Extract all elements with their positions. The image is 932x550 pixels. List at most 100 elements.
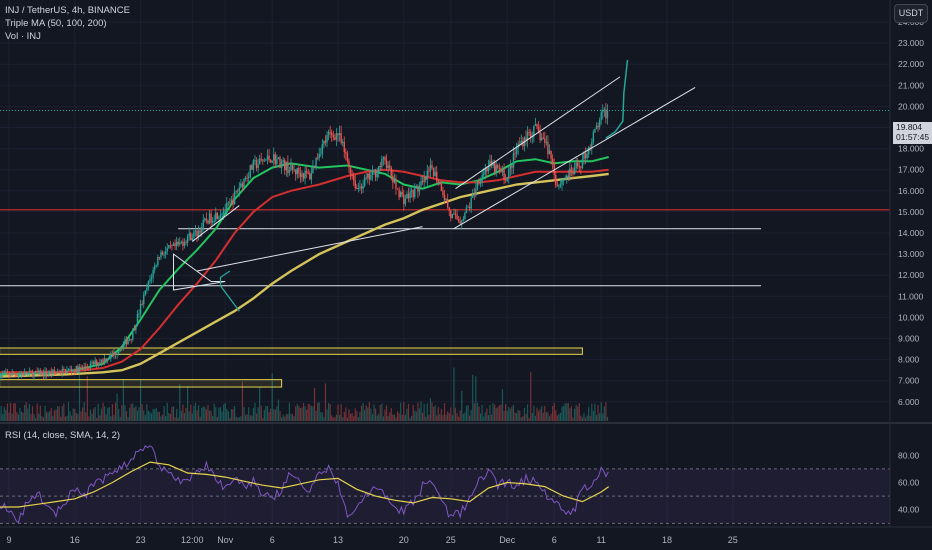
volume-bar (478, 406, 480, 421)
volume-bar (431, 402, 433, 421)
candle-body (326, 135, 328, 143)
candle-body (352, 175, 355, 181)
candle-body (566, 175, 568, 179)
volume-bar (2, 414, 4, 421)
candle-body (85, 366, 87, 368)
rsi-legend[interactable]: RSI (14, close, SMA, 14, 2) (5, 430, 121, 441)
volume-bar (38, 413, 40, 421)
volume-bar (63, 403, 65, 421)
volume-bar (69, 411, 71, 421)
candle-body (229, 202, 231, 204)
candle-body (136, 313, 139, 326)
currency-button[interactable]: USDT (894, 4, 928, 23)
volume-bar (479, 413, 482, 421)
volume-bar (5, 409, 7, 421)
candle-body (20, 373, 23, 375)
candle-body (160, 252, 162, 258)
candle-body (304, 170, 306, 179)
volume-bar (172, 406, 175, 421)
candle-body (489, 160, 491, 167)
candle-body (363, 177, 366, 186)
candle-body (346, 153, 349, 162)
volume-bar (591, 403, 593, 421)
candle-body (99, 362, 101, 364)
candle-body (448, 207, 450, 211)
candle-body (2, 373, 4, 375)
volume-bar (246, 414, 248, 421)
volume-bar (375, 408, 377, 421)
candle-body (390, 167, 392, 176)
volume-bar (234, 405, 236, 421)
volume-bar (384, 409, 386, 421)
volume-bar (237, 417, 239, 421)
volume-bar (338, 414, 341, 421)
candle-body (110, 354, 112, 359)
candle-body (108, 358, 110, 360)
candle-body (282, 160, 284, 163)
volume-bar (368, 402, 370, 421)
volume-bar (584, 417, 587, 421)
candle-body (320, 153, 322, 155)
candle-body (63, 369, 65, 370)
volume-bar (191, 413, 193, 421)
candle-body (208, 213, 211, 224)
candle-body (318, 153, 320, 159)
candle-body (564, 178, 566, 180)
candle-body (508, 169, 510, 178)
volume-bar (379, 404, 381, 421)
candle-body (124, 339, 126, 345)
candle-body (578, 166, 580, 168)
candle-body (186, 236, 189, 243)
candle-body (547, 142, 549, 155)
candle-body (573, 167, 576, 175)
symbol-legend[interactable]: INJ / TetherUS, 4h, BINANCE (5, 5, 130, 16)
volume-bar (588, 406, 590, 421)
candle-body (567, 175, 569, 178)
candle-body (100, 359, 103, 363)
candle-body (327, 131, 330, 136)
volume-bar (429, 398, 432, 421)
volume-bar (64, 416, 66, 421)
ma-legend[interactable]: Triple MA (50, 100, 200) (5, 18, 107, 29)
volume-bar (124, 405, 126, 421)
candle-body (185, 241, 187, 243)
candle-body (277, 157, 280, 160)
candle-body (379, 166, 381, 167)
volume-bar (281, 417, 283, 421)
candle-body (406, 193, 408, 199)
candle-body (342, 141, 344, 143)
volume-bar (432, 406, 435, 421)
volume-bar (273, 409, 275, 421)
candle-body (371, 170, 374, 175)
candle-body (232, 199, 234, 205)
volume-bar (533, 405, 535, 421)
candle-body (401, 192, 403, 195)
y-tick-label: 8.000 (898, 355, 920, 365)
triangle-pattern (173, 253, 226, 291)
rsi-tick-label: 80.00 (898, 450, 920, 460)
volume-bar (569, 408, 571, 421)
candle-body (456, 214, 458, 220)
volume-legend[interactable]: Vol · INJ (5, 31, 41, 42)
x-tick-label: 25 (728, 535, 738, 545)
volume-bar (456, 413, 458, 421)
candle-body (257, 164, 259, 169)
candle-body (542, 137, 544, 139)
candle-body (290, 164, 292, 171)
candle-body (75, 365, 78, 373)
candle-body (425, 176, 427, 180)
volume-bar (268, 412, 270, 421)
candle-body (409, 191, 411, 199)
candle-body (555, 174, 557, 186)
volume-bar (149, 411, 151, 421)
candle-body (96, 360, 98, 365)
volume-bar (385, 405, 388, 421)
volume-bar (116, 393, 118, 421)
volume-bar (248, 407, 250, 421)
volume-bar (472, 374, 474, 421)
volume-bar (577, 406, 579, 421)
candle-body (525, 137, 527, 141)
volume-bar (41, 416, 43, 421)
volume-bar (169, 414, 171, 421)
